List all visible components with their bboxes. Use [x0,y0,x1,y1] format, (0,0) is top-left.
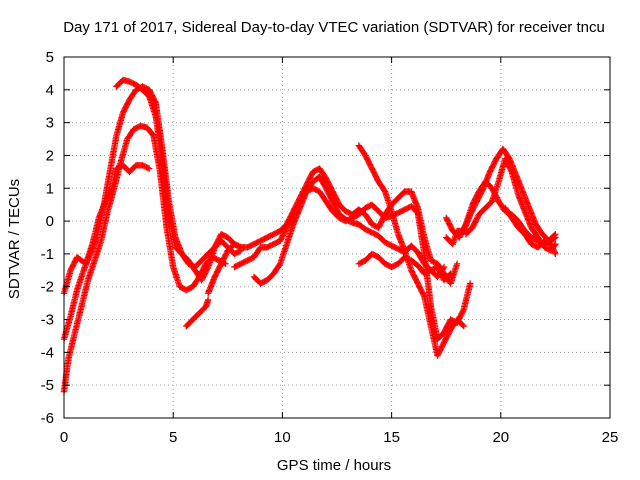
x-tick-label: 5 [169,429,177,446]
series-10-markers [355,250,454,284]
series-6-markers [204,165,461,297]
data-series [60,76,559,395]
x-axis-ticks: 0 5 10 15 20 25 [60,57,619,446]
y-axis-label: SDTVAR / TECUs [6,179,23,299]
series-5 [183,296,212,330]
chart-title: Day 171 of 2017, Sidereal Day-to-day VTE… [63,19,605,36]
y-tick-label: -5 [41,377,54,394]
series-4 [113,76,245,284]
y-tick-label: 2 [46,147,54,164]
series-14 [502,204,559,258]
y-tick-label: 5 [46,49,54,66]
series-9 [355,142,467,359]
grid-lines [64,57,610,418]
y-tick-label: 4 [46,82,54,99]
series-9-markers [355,142,467,359]
series-12 [443,178,559,248]
y-tick-label: -3 [41,312,54,329]
x-tick-label: 25 [602,429,619,446]
x-axis-label: GPS time / hours [277,457,391,474]
series-12-markers [443,178,559,248]
series-4-markers [113,76,245,284]
y-tick-label: 0 [46,213,54,230]
series-14-markers [502,204,559,258]
y-tick-label: 3 [46,115,54,132]
series-10 [355,250,454,284]
y-tick-label: 1 [46,180,54,197]
x-tick-label: 10 [274,429,291,446]
y-tick-label: -4 [41,344,54,361]
series-6 [204,165,461,297]
y-tick-label: -6 [41,410,54,427]
y-tick-label: -2 [41,279,54,296]
x-tick-label: 0 [60,429,68,446]
plot-frame [63,56,611,419]
x-tick-label: 20 [492,429,509,446]
series-8-markers [231,185,474,343]
y-axis-ticks: -6 -5 -4 -3 -2 -1 0 1 2 3 4 5 [41,49,610,427]
y-tick-label: -1 [41,246,54,263]
series-8 [231,185,474,343]
series-5-markers [183,296,212,330]
x-tick-label: 15 [383,429,400,446]
